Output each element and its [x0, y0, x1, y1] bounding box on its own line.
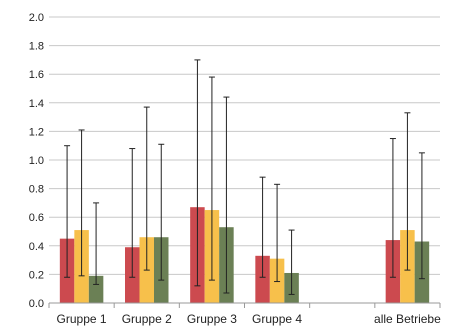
y-tick-label: 0.4 [29, 241, 44, 253]
y-tick-label: 0.0 [29, 298, 44, 310]
y-axis-tick-labels: 0.0 0.2 0.4 0.6 0.8 1.0 1.2 1.4 1.6 1.8 2.0 [29, 12, 44, 310]
y-tick-label: 0.6 [29, 212, 44, 224]
y-tick-label: 0.2 [29, 269, 44, 281]
x-category-label: Gruppe 2 [122, 312, 172, 326]
x-category-label: Gruppe 4 [252, 312, 302, 326]
y-tick-label: 1.8 [29, 41, 44, 53]
x-axis [48, 302, 441, 308]
bar [255, 255, 270, 303]
x-category-label: alle Betriebe [374, 312, 441, 326]
x-category-label: Gruppe 3 [187, 312, 237, 326]
y-tick-label: 2.0 [29, 12, 44, 24]
bars [59, 207, 430, 303]
gridlines [49, 16, 440, 275]
x-axis-category-labels: Gruppe 1 Gruppe 2 Gruppe 3 Gruppe 4 alle Bet… [57, 312, 442, 326]
y-tick-label: 1.4 [29, 98, 44, 110]
x-category-label: Gruppe 1 [57, 312, 107, 326]
y-tick-label: 1.2 [29, 126, 44, 138]
y-tick-label: 1.6 [29, 69, 44, 81]
y-tick-label: 1.0 [29, 155, 44, 167]
y-tick-label: 0.8 [29, 184, 44, 196]
bar [88, 275, 104, 303]
error-bars [64, 59, 425, 295]
